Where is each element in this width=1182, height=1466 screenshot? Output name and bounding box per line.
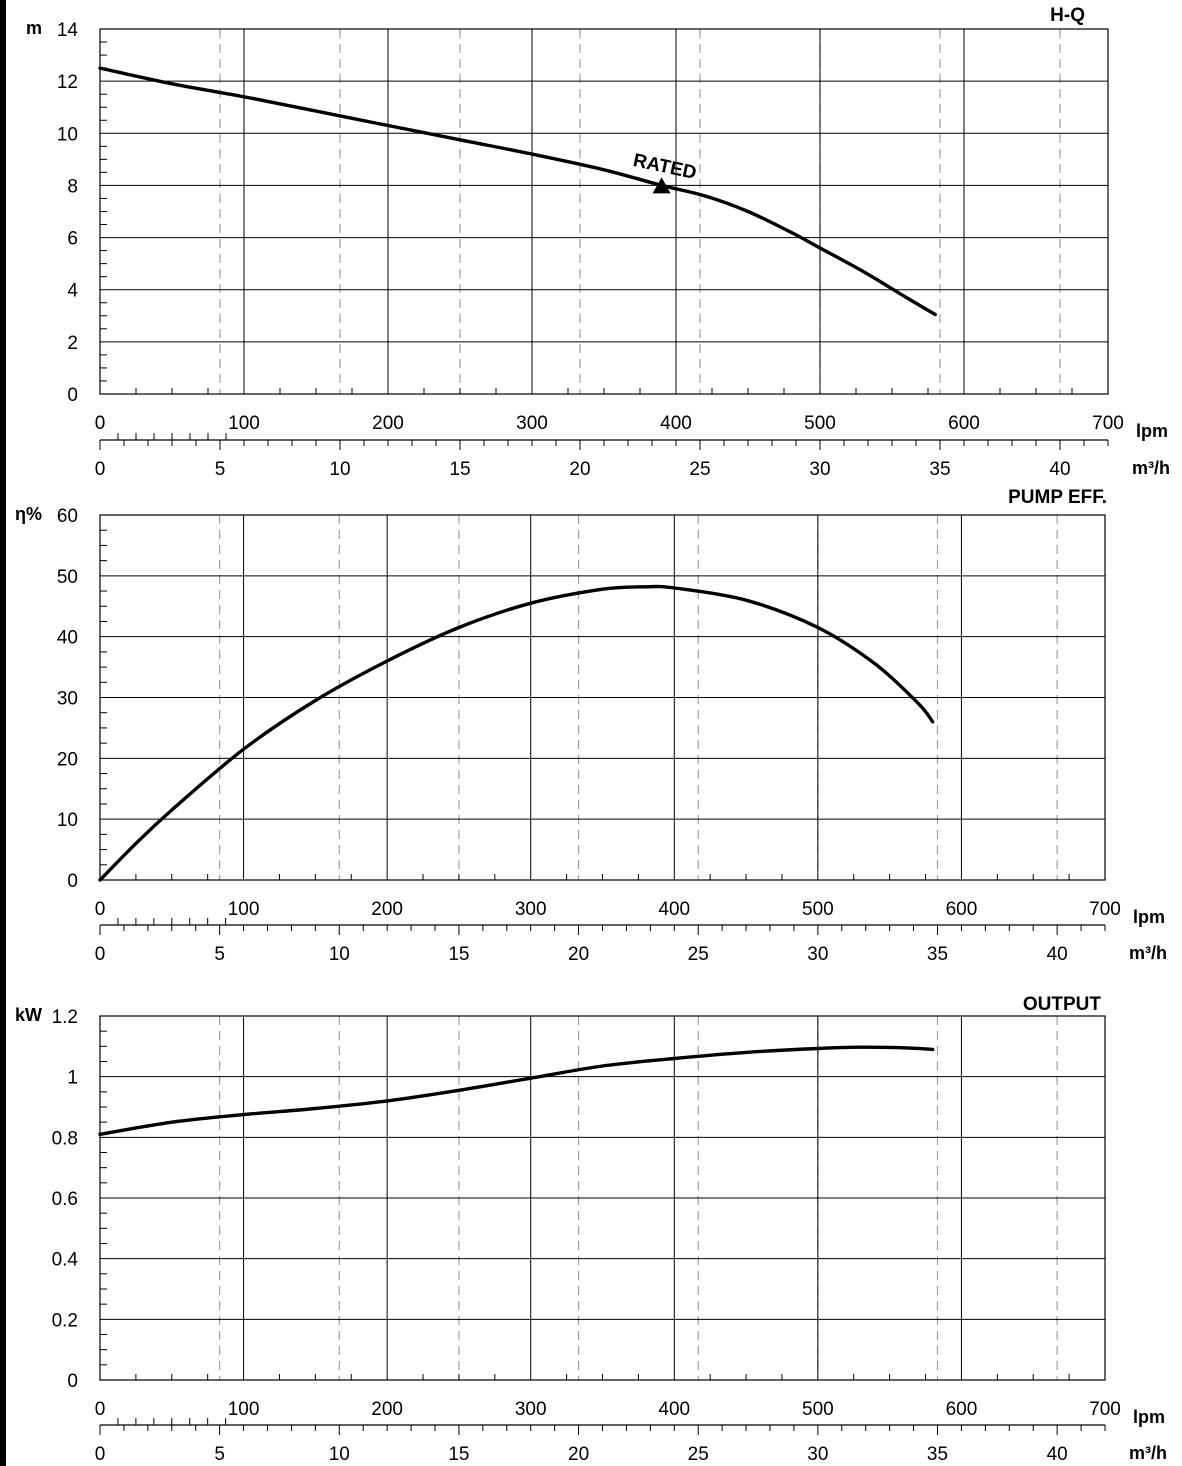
x-tick-label-m3h: 15 <box>448 1444 469 1465</box>
x-tick-label-lpm: 500 <box>802 1399 834 1420</box>
x-tick-label-m3h: 25 <box>689 459 710 480</box>
left-border-rule <box>0 0 6 1466</box>
y-tick-label: 10 <box>57 124 78 145</box>
x-tick-label-lpm: 200 <box>371 899 403 920</box>
chart-title: PUMP EFF. <box>1008 487 1107 508</box>
x-tick-label-m3h: 40 <box>1047 1444 1068 1465</box>
y-axis-label: kW <box>15 1005 42 1025</box>
chart-title: H-Q <box>1050 5 1085 26</box>
x-tick-label-m3h: 30 <box>807 944 828 965</box>
x-tick-label-m3h: 25 <box>688 944 709 965</box>
plot-frame <box>99 1015 1106 1381</box>
series-curve <box>98 584 935 882</box>
x-tick-label-lpm: 200 <box>372 413 404 434</box>
x-tick-label-m3h: 25 <box>688 1444 709 1465</box>
x-tick-label-lpm: 600 <box>948 413 980 434</box>
x-tick-label-m3h: 10 <box>329 459 350 480</box>
x-tick-label-m3h: 40 <box>1049 459 1070 480</box>
chart-panel-1: 0 2 4 6 8 10 12 14 m 0 100 200 300 400 500 600 700 lpm 0 5 1… <box>26 5 1170 480</box>
x-axis-label-m3h: m³/h <box>1132 458 1170 478</box>
y-tick-label: 0 <box>67 385 78 406</box>
y-tick-label: 50 <box>57 567 78 588</box>
x-tick-label-m3h: 35 <box>927 944 948 965</box>
x-tick-label-lpm: 100 <box>228 413 260 434</box>
series-curve <box>98 66 937 317</box>
x-tick-label-m3h: 0 <box>95 944 106 965</box>
x-axis-label-lpm: lpm <box>1136 421 1168 441</box>
y-tick-label: 14 <box>57 20 79 41</box>
x-tick-label-lpm: 600 <box>946 1399 978 1420</box>
x-tick-label-lpm: 700 <box>1089 899 1121 920</box>
y-tick-label: 12 <box>57 72 78 93</box>
x-tick-label-m3h: 15 <box>449 459 470 480</box>
y-tick-label: 10 <box>57 810 78 831</box>
x-tick-label-m3h: 30 <box>809 459 830 480</box>
y-tick-label: 0.2 <box>52 1310 78 1331</box>
x-axis-label-lpm: lpm <box>1133 1407 1165 1427</box>
plot-frame <box>99 514 1106 881</box>
x-tick-label-m3h: 20 <box>568 944 589 965</box>
chart-title: OUTPUT <box>1023 994 1102 1015</box>
x-tick-label-m3h: 5 <box>215 459 226 480</box>
series-curve <box>98 1045 935 1136</box>
y-tick-label: 0.4 <box>52 1250 79 1271</box>
y-tick-label: 0.8 <box>52 1128 78 1149</box>
x-tick-label-lpm: 400 <box>658 899 690 920</box>
x-tick-label-m3h: 0 <box>95 1444 106 1465</box>
x-axis-label-m3h: m³/h <box>1129 1443 1167 1463</box>
y-tick-label: 2 <box>67 333 78 354</box>
y-tick-label: 6 <box>67 229 78 250</box>
x-axis-label-m3h: m³/h <box>1129 943 1167 963</box>
y-tick-label: 20 <box>57 749 78 770</box>
x-tick-label-m3h: 40 <box>1047 944 1068 965</box>
x-tick-label-m3h: 0 <box>95 459 106 480</box>
x-tick-label-lpm: 700 <box>1089 1399 1121 1420</box>
y-tick-label: 40 <box>57 628 78 649</box>
x-tick-label-m3h: 20 <box>568 1444 589 1465</box>
y-axis-label: m <box>26 18 42 38</box>
x-tick-label-lpm: 500 <box>804 413 836 434</box>
x-tick-label-lpm: 300 <box>515 899 547 920</box>
y-tick-label: 8 <box>67 176 78 197</box>
x-tick-label-m3h: 5 <box>214 1444 225 1465</box>
x-tick-label-m3h: 35 <box>927 1444 948 1465</box>
x-axis-label-lpm: lpm <box>1133 907 1165 927</box>
y-tick-label: 1.2 <box>52 1007 78 1028</box>
x-tick-label-lpm: 100 <box>228 899 260 920</box>
x-tick-label-m3h: 10 <box>329 1444 350 1465</box>
y-axis-label: η% <box>15 504 42 524</box>
x-tick-label-lpm: 400 <box>658 1399 690 1420</box>
x-tick-label-lpm: 0 <box>95 413 106 434</box>
x-tick-label-m3h: 30 <box>807 1444 828 1465</box>
y-tick-label: 30 <box>57 689 78 710</box>
plot-frame <box>99 28 1109 395</box>
x-tick-label-lpm: 200 <box>371 1399 403 1420</box>
x-tick-label-lpm: 500 <box>802 899 834 920</box>
x-tick-label-lpm: 0 <box>95 899 106 920</box>
x-tick-label-lpm: 700 <box>1092 413 1124 434</box>
y-tick-label: 0 <box>67 1371 78 1392</box>
x-tick-label-lpm: 100 <box>228 1399 260 1420</box>
rated-point-marker <box>652 177 671 194</box>
x-tick-label-m3h: 10 <box>329 944 350 965</box>
y-tick-label: 0.6 <box>52 1189 78 1210</box>
x-tick-label-m3h: 20 <box>569 459 590 480</box>
y-tick-label: 60 <box>57 506 78 527</box>
x-tick-label-lpm: 400 <box>660 413 692 434</box>
x-tick-label-m3h: 5 <box>214 944 225 965</box>
y-tick-label: 4 <box>67 281 78 302</box>
x-tick-label-m3h: 15 <box>448 944 469 965</box>
x-tick-label-lpm: 600 <box>946 899 978 920</box>
x-tick-label-lpm: 300 <box>516 413 548 434</box>
x-tick-label-m3h: 35 <box>929 459 950 480</box>
x-tick-label-lpm: 300 <box>515 1399 547 1420</box>
y-tick-label: 1 <box>67 1068 78 1089</box>
x-tick-label-lpm: 0 <box>95 1399 106 1420</box>
y-tick-label: 0 <box>67 871 78 892</box>
